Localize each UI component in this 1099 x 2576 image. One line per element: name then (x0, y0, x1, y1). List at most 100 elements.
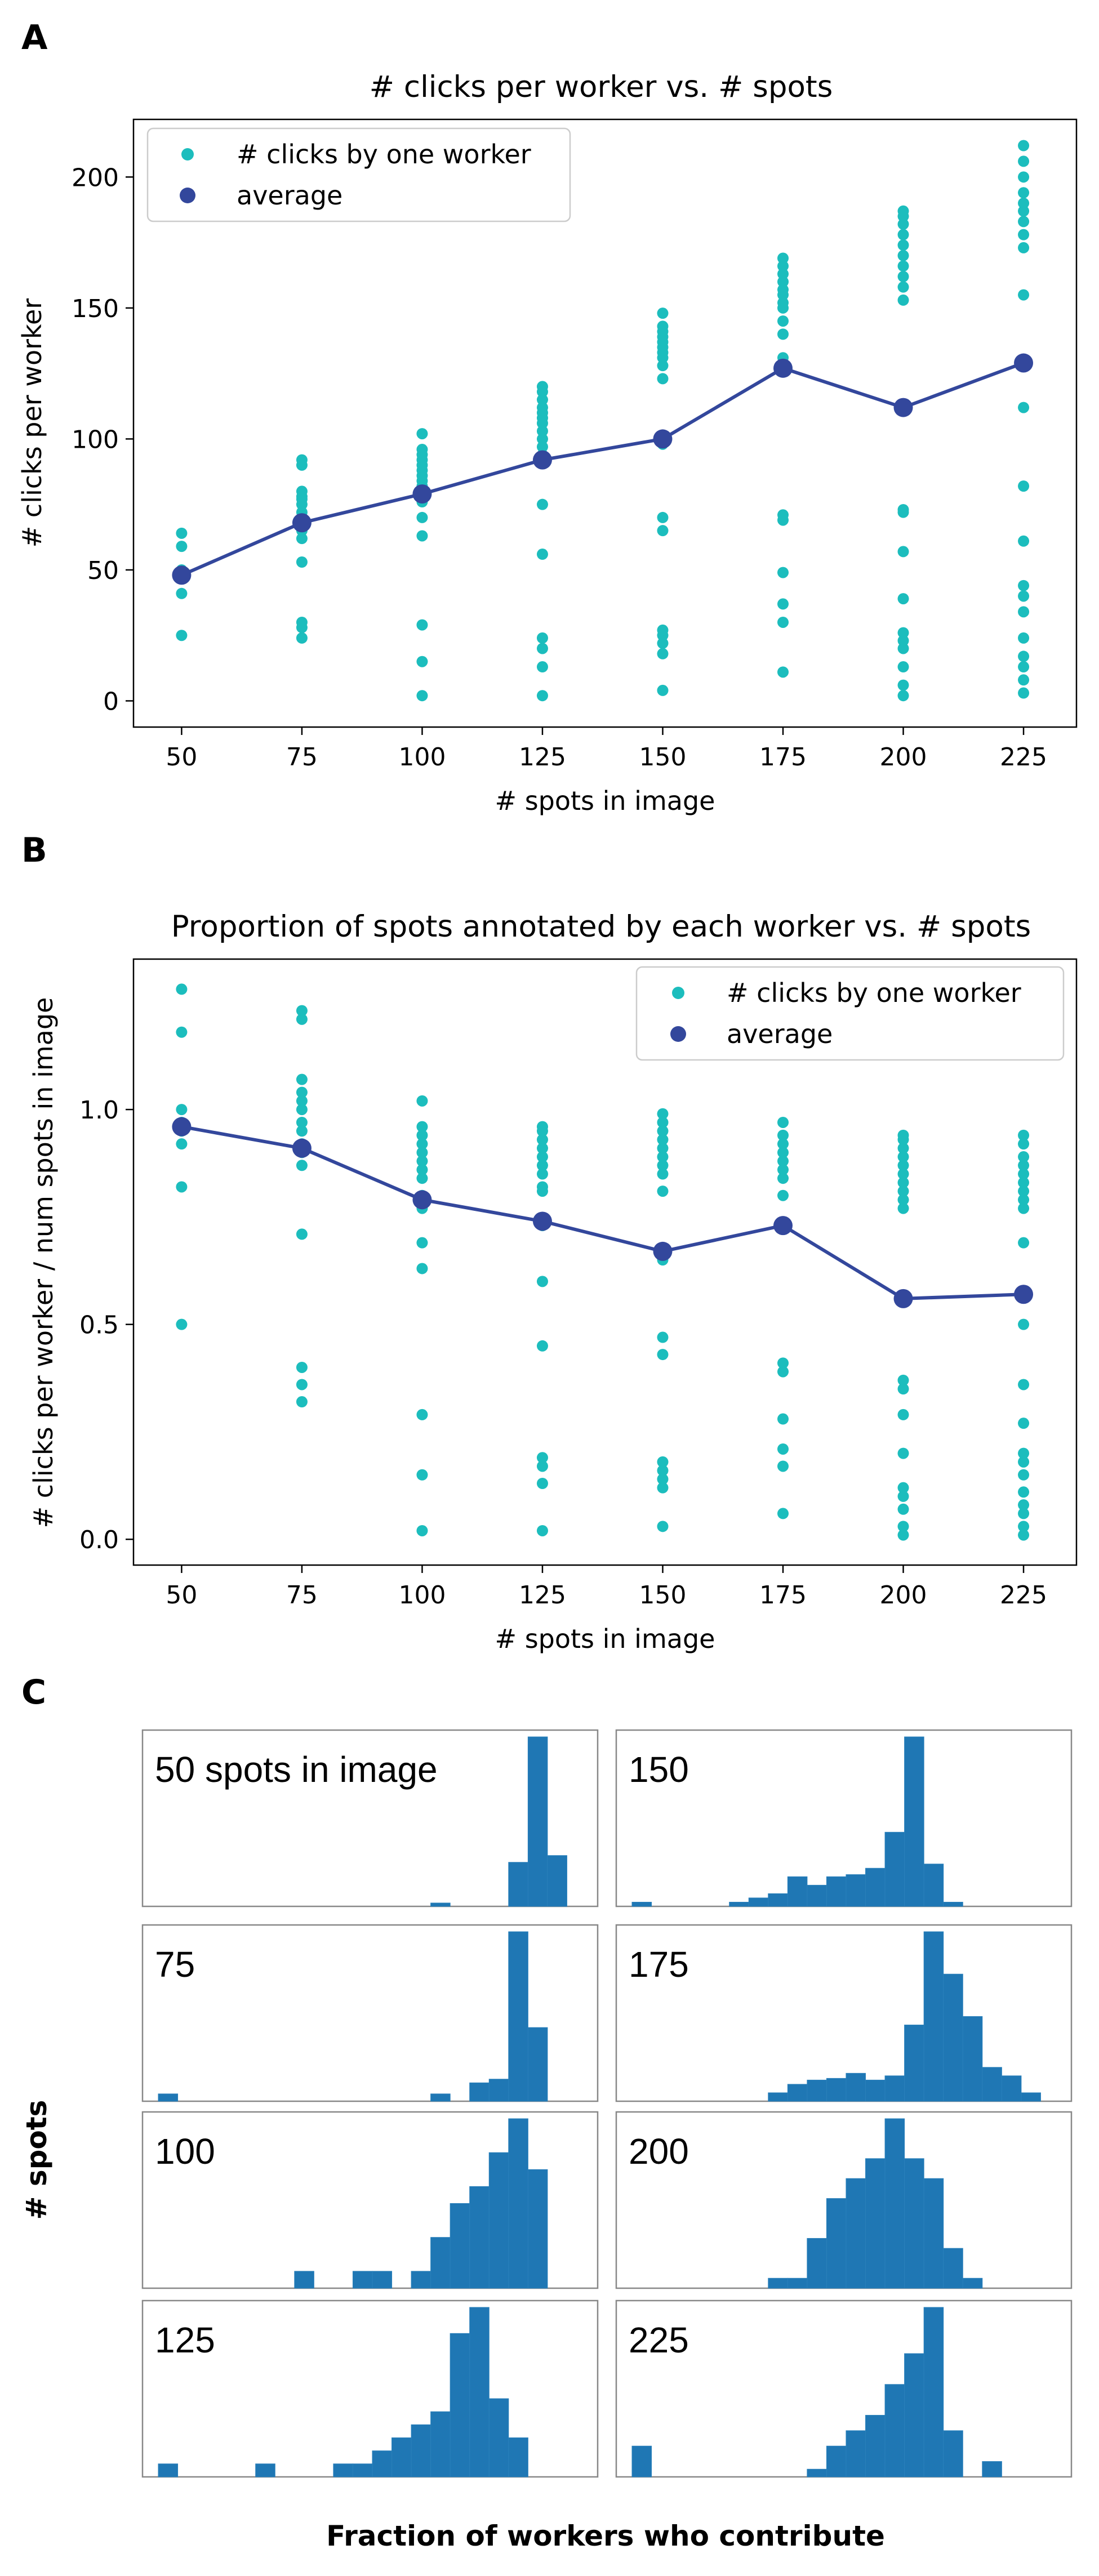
panel-b-worker-point (657, 1160, 669, 1171)
panel-b-average-point (292, 1138, 312, 1158)
panel-a-worker-point (1018, 187, 1030, 199)
panel-a-xtick-label: 125 (519, 743, 566, 772)
histogram-label: 50 spots in image (155, 1749, 438, 1790)
panel-b-worker-point (1018, 1176, 1030, 1188)
panel-a-frame (132, 118, 1078, 728)
panel-a-average-point (292, 513, 312, 533)
panel-b-xtick-label: 200 (880, 1581, 927, 1610)
panel-b-worker-point (1018, 1469, 1030, 1481)
panel-a-worker-point (176, 630, 188, 641)
histogram-bar (391, 2437, 412, 2477)
panel-c-xlabel: Fraction of workers who contribute (326, 2520, 885, 2552)
panel-a-worker-point (1018, 155, 1030, 167)
panel-b-ytick-label: 1.0 (79, 1096, 119, 1125)
panel-a-worker-point (897, 219, 909, 230)
histogram-bar (826, 2445, 847, 2477)
panel-b-worker-point (296, 1125, 308, 1137)
histogram-bar (748, 1897, 769, 1907)
panel-b-ylabel: # clicks per worker / num spots in image (28, 997, 59, 1528)
histogram-bar (826, 2198, 847, 2289)
panel-a-worker-point (536, 433, 548, 445)
panel-b-legend-average-marker (670, 1026, 686, 1042)
panel-b-average-point (1014, 1285, 1034, 1304)
panel-b-worker-point (296, 1228, 308, 1240)
panel-b-worker-point (657, 1465, 669, 1477)
panel-b-worker-point (1018, 1499, 1030, 1511)
histogram-bar (884, 2075, 905, 2102)
histogram-bar (884, 1831, 905, 1907)
panel-b-worker-point (416, 1121, 428, 1133)
panel-b-legend-worker-label: # clicks by one worker (727, 978, 1021, 1008)
panel-a-worker-point (657, 684, 669, 696)
panel-a-worker-point (176, 541, 188, 552)
histogram-bar (488, 2398, 509, 2477)
histogram-bar (527, 1736, 548, 1907)
panel-a-worker-point (536, 643, 548, 654)
panel-a-ytick-label: 0 (103, 687, 119, 716)
panel-b-worker-point (897, 1142, 909, 1154)
panel-b-xtick-label: 50 (166, 1581, 197, 1610)
panel-b-worker-point (657, 1134, 669, 1146)
panel-b-worker-point (657, 1473, 669, 1485)
panel-b-worker-point (1018, 1529, 1030, 1541)
panel-b-worker-point (657, 1108, 669, 1120)
panel-b-worker-point (416, 1525, 428, 1536)
panel-b-worker-point (536, 1160, 548, 1171)
panel-b-worker-point (176, 1026, 188, 1038)
panel-b-worker-point (416, 1164, 428, 1175)
panel-b-worker-point (657, 1331, 669, 1343)
panel-a-worker-point (777, 509, 789, 521)
panel-a-worker-point (1018, 632, 1030, 644)
panel-b-worker-point (176, 1138, 188, 1150)
panel-a-worker-point (777, 328, 789, 340)
panel-b-worker-point (777, 1413, 789, 1425)
panel-a-worker-point (1018, 205, 1030, 217)
panel-b-worker-point (777, 1460, 789, 1472)
histogram-bar (943, 2248, 963, 2289)
panel-b-legend: # clicks by one worker average (635, 966, 1065, 1061)
panel-b-worker-point (777, 1443, 789, 1455)
panel-a-worker-point (1018, 687, 1030, 699)
panel-a-worker-point (897, 503, 909, 515)
panel-b-worker-point (657, 1349, 669, 1361)
panel-b-worker-point (657, 1125, 669, 1137)
panel-b-worker-point (1018, 1160, 1030, 1171)
panel-b-worker-point (416, 1237, 428, 1249)
panel-a-worker-point (1018, 590, 1030, 602)
panel-a-worker-point (777, 567, 789, 578)
panel-a-worker-point (536, 498, 548, 510)
histogram-label: 125 (155, 2320, 215, 2360)
histogram-bar (787, 2278, 808, 2289)
panel-a-worker-point (416, 619, 428, 631)
histogram-bar (923, 2178, 944, 2289)
histogram-bar (962, 2278, 983, 2289)
histogram-bar (729, 1901, 749, 1907)
panel-a-worker-point (1018, 650, 1030, 662)
histogram-bar (631, 2445, 652, 2477)
panel-a-ticks: 50 75 100 125 150 175 200 225 0 50 100 150 200 (72, 163, 1047, 772)
panel-b-xtick-label: 125 (519, 1581, 566, 1610)
histogram-panel: 175 (615, 1924, 1073, 2102)
panel-b-worker-point (657, 1116, 669, 1128)
panel-b-ytick-label: 0.0 (79, 1526, 119, 1554)
panel-b-marks (172, 983, 1034, 1541)
panel-letter-c: C (21, 1673, 46, 1712)
panel-b-worker-point (897, 1168, 909, 1180)
panel-a-worker-point (897, 661, 909, 673)
histogram-label: 150 (629, 1749, 689, 1790)
panel-b-worker-point (897, 1490, 909, 1502)
panel-a-worker-point (897, 679, 909, 691)
panel-a-xtick-label: 100 (398, 743, 446, 772)
panel-b-worker-point (536, 1181, 548, 1193)
panel-b-worker-point (897, 1374, 909, 1386)
histogram-bar (411, 2424, 431, 2477)
panel-a-worker-point (897, 546, 909, 558)
panel-a-average-point (172, 565, 192, 585)
panel-b-worker-point (416, 1129, 428, 1141)
panel-a-worker-point (416, 428, 428, 440)
panel-a-worker-point (536, 549, 548, 560)
panel-a-worker-point (1018, 661, 1030, 673)
histogram-bar (255, 2463, 275, 2477)
panel-a-worker-point (536, 632, 548, 644)
